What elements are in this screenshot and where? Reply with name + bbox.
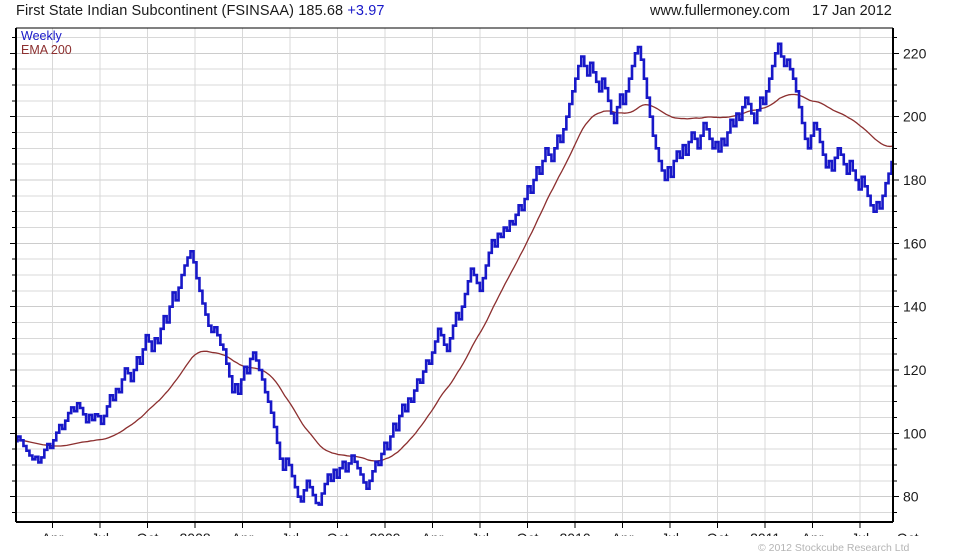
x-axis-tick-label: Apr: [232, 530, 254, 536]
legend-ema-label: EMA 200: [21, 43, 72, 57]
price-chart-svg: Weekly EMA 200 80 100 120 140 160 180 200 220 A…: [10, 27, 927, 536]
instrument-title: First State Indian Subcontinent (FSINSAA…: [16, 3, 385, 19]
y-axis-tick-label: 80: [903, 489, 919, 505]
x-axis-tick-label: Apr: [802, 530, 824, 536]
weekly-price-line: [16, 42, 893, 506]
y-axis-tick-label: 100: [903, 425, 927, 441]
x-axis-tick-label: Apr: [422, 530, 444, 536]
x-axis-tick-label: Jul: [281, 530, 299, 536]
x-axis-tick-label: 2011: [750, 530, 780, 536]
x-axis-tick-label: Jul: [851, 530, 869, 536]
x-axis-tick-label: Oct: [707, 530, 729, 536]
chart-date: 17 Jan 2012: [812, 3, 892, 19]
x-axis-tick-label: Oct: [517, 530, 539, 536]
x-axis-tick-label: Oct: [327, 530, 349, 536]
y-axis-labels: 80 100 120 140 160 180 200 220: [903, 45, 927, 504]
grid-major-y-lines: [16, 52, 893, 498]
y-axis-tick-label: 140: [903, 299, 927, 315]
x-axis-tick-label: Jul: [471, 530, 489, 536]
x-axis-tick-label: 2010: [560, 530, 591, 536]
copyright-notice: © 2012 Stockcube Research Ltd: [758, 542, 910, 554]
x-axis-tick-label: 2009: [369, 530, 400, 536]
ema-200-line: [15, 93, 894, 462]
x-axis-tick-label: Apr: [42, 530, 64, 536]
x-axis-tick-label: Jul: [661, 530, 679, 536]
y-axis-tick-label: 200: [903, 109, 927, 125]
price-change: +3.97: [347, 3, 385, 19]
y-axis-tick-label: 160: [903, 235, 927, 251]
x-axis-tick-label: Jul: [91, 530, 109, 536]
chart-canvas: Weekly EMA 200 80 100 120 140 160 180 200 220 A…: [0, 26, 980, 536]
x-axis-tick-label: Apr: [612, 530, 634, 536]
chart-header: First State Indian Subcontinent (FSINSAA…: [0, 0, 980, 26]
x-axis-tick-label: Oct: [137, 530, 159, 536]
x-axis-ticks: [52, 522, 861, 528]
x-axis-tick-label: Oct: [897, 530, 919, 536]
y-axis-tick-label: 220: [903, 45, 927, 61]
y-axis-tick-label: 180: [903, 172, 927, 188]
website-label: www.fullermoney.com: [650, 3, 790, 19]
legend-weekly-label: Weekly: [21, 29, 63, 43]
y-axis-tick-label: 120: [903, 362, 927, 378]
plot-frame: [15, 27, 894, 523]
instrument-title-text: First State Indian Subcontinent (FSINSAA…: [16, 3, 344, 19]
